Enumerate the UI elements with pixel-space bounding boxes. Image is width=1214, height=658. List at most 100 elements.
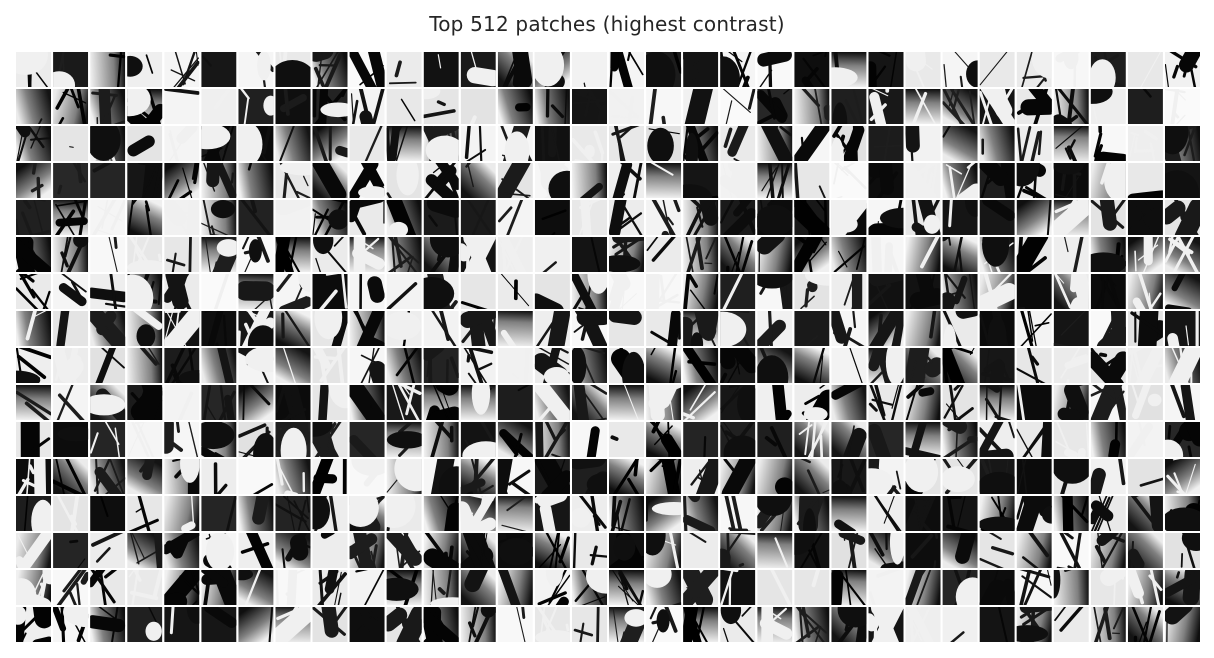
patch [831, 89, 867, 124]
patch [868, 422, 904, 457]
patch [1053, 422, 1089, 457]
patch [423, 459, 459, 494]
patch [312, 607, 348, 642]
patch [16, 126, 52, 161]
patch [16, 422, 52, 457]
patch [460, 459, 496, 494]
patch [386, 89, 422, 124]
patch [164, 570, 200, 605]
patch [979, 237, 1015, 272]
patch [1016, 163, 1052, 198]
patch [1090, 459, 1126, 494]
patch [571, 311, 608, 346]
patch [571, 607, 608, 642]
patch [905, 89, 941, 124]
patch [1164, 533, 1200, 568]
patch [942, 126, 978, 161]
patch [794, 311, 830, 346]
patch [164, 163, 200, 198]
patch [497, 311, 533, 346]
patch [609, 237, 645, 272]
patch [164, 385, 200, 420]
patch [942, 496, 978, 531]
patch [905, 126, 941, 161]
patch [683, 496, 719, 531]
patch [1127, 163, 1163, 198]
patch [534, 274, 570, 309]
patch [609, 311, 645, 346]
patch [794, 385, 830, 420]
patch [831, 311, 867, 346]
patch [1016, 89, 1052, 124]
patch [571, 274, 608, 309]
patch [312, 274, 348, 309]
patch [720, 385, 756, 420]
patch [497, 607, 533, 642]
patch [646, 200, 682, 235]
patch [794, 274, 830, 309]
patch [90, 385, 126, 420]
patch [942, 274, 978, 309]
patch [275, 348, 311, 383]
patch [386, 52, 422, 87]
patch [942, 385, 978, 420]
patch [868, 163, 904, 198]
patch [609, 570, 645, 605]
patch [1053, 311, 1089, 346]
patch [53, 459, 89, 494]
patch [386, 311, 422, 346]
patch [275, 163, 311, 198]
patch [979, 274, 1015, 309]
patch [16, 89, 52, 124]
patch [831, 570, 867, 605]
patch [90, 126, 126, 161]
patch [1053, 89, 1089, 124]
patch [794, 163, 830, 198]
patch [646, 163, 682, 198]
patch [53, 126, 89, 161]
patch [386, 237, 422, 272]
patch [16, 533, 52, 568]
patch [423, 348, 459, 383]
patch [349, 607, 385, 642]
patch [534, 385, 570, 420]
patch [942, 533, 978, 568]
patch [238, 126, 274, 161]
patch [979, 422, 1015, 457]
patch [646, 311, 682, 346]
patch [90, 311, 126, 346]
patch [16, 311, 52, 346]
patch [497, 126, 533, 161]
patch [460, 200, 496, 235]
patch [757, 385, 793, 420]
patch [1090, 607, 1126, 642]
patch [794, 459, 830, 494]
patch [1053, 607, 1089, 642]
patch [460, 348, 496, 383]
patch [571, 533, 608, 568]
patch [1090, 200, 1126, 235]
patch [905, 570, 941, 605]
patch [497, 274, 533, 309]
patch [201, 237, 237, 272]
patch [534, 422, 570, 457]
patch [534, 200, 570, 235]
patch [127, 126, 163, 161]
patch [571, 385, 608, 420]
patch [942, 570, 978, 605]
patch [386, 459, 422, 494]
patch [831, 385, 867, 420]
patch [53, 237, 89, 272]
patch [683, 89, 719, 124]
patch [423, 496, 459, 531]
patch [349, 533, 385, 568]
patch [794, 52, 830, 87]
patch [16, 459, 52, 494]
patch [275, 385, 311, 420]
patch [1016, 52, 1052, 87]
patch [90, 533, 126, 568]
patch [609, 52, 645, 87]
patch [720, 126, 756, 161]
patch [238, 237, 274, 272]
patch [571, 459, 608, 494]
